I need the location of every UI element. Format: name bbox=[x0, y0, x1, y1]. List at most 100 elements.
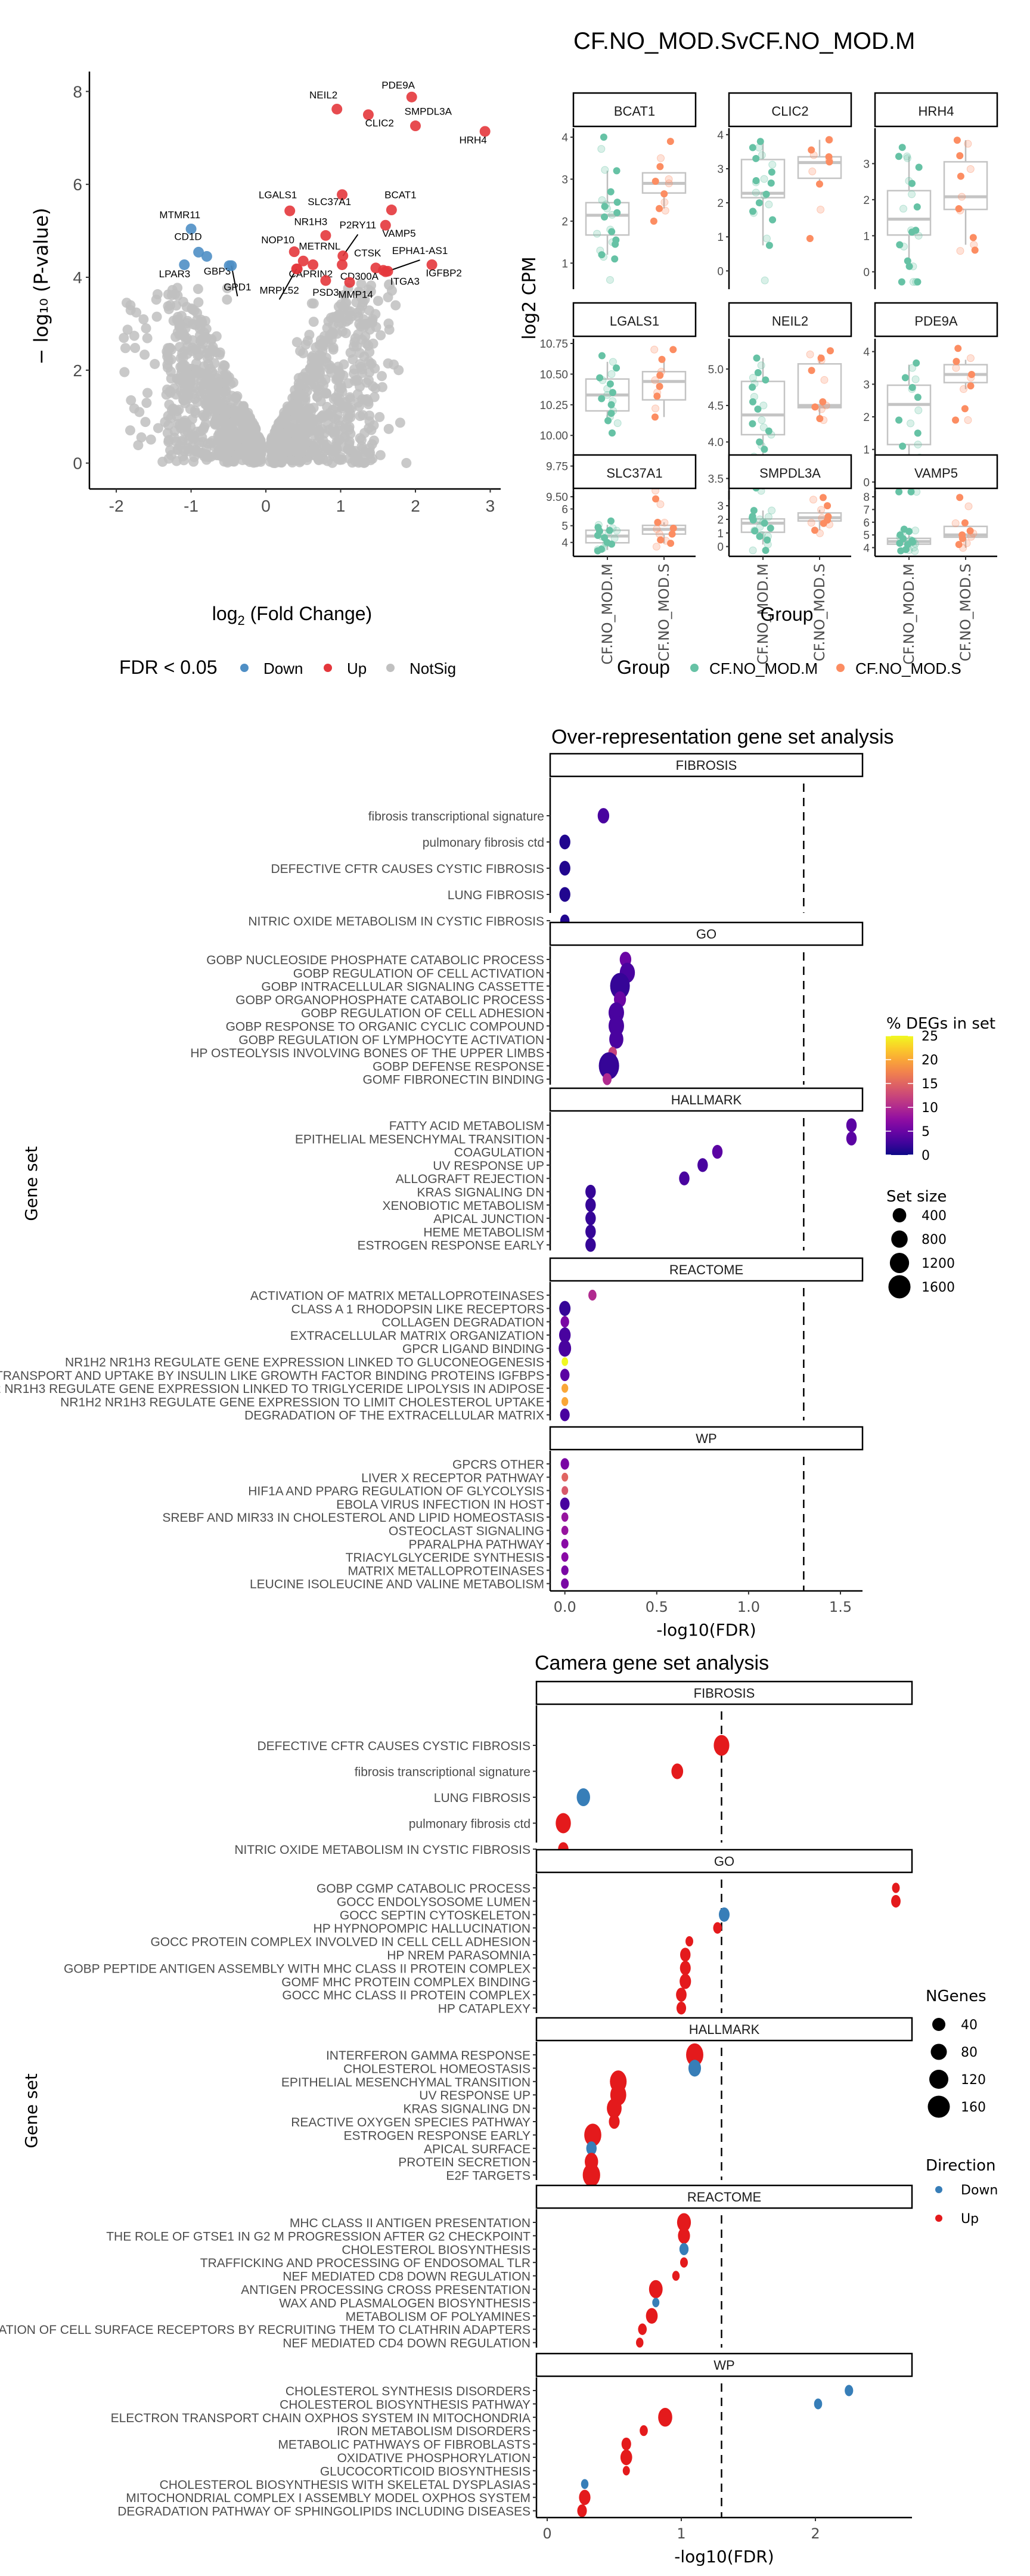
facet-strip-label: HALLMARK bbox=[689, 2022, 760, 2037]
data-point bbox=[961, 519, 969, 527]
data-point bbox=[901, 374, 909, 382]
data-point bbox=[607, 188, 615, 196]
gene-set-label: CHOLESTEROL BIOSYNTHESIS bbox=[342, 2243, 530, 2257]
data-point bbox=[967, 532, 975, 541]
data-point bbox=[601, 213, 609, 221]
data-point-notsig bbox=[185, 378, 196, 389]
data-point-notsig bbox=[193, 284, 203, 295]
data-point bbox=[817, 354, 825, 362]
data-point bbox=[585, 1238, 596, 1252]
data-point bbox=[649, 2280, 663, 2299]
data-point bbox=[609, 2114, 620, 2129]
data-point-notsig bbox=[211, 404, 222, 415]
y-tick-label: 2 bbox=[863, 194, 870, 207]
data-point bbox=[657, 154, 665, 162]
data-point-notsig bbox=[317, 411, 327, 422]
data-point bbox=[654, 518, 662, 526]
data-point bbox=[749, 374, 757, 382]
y-tick-label: 3 bbox=[717, 163, 724, 176]
x-tick-label: 1 bbox=[677, 2525, 685, 2542]
data-point bbox=[651, 376, 659, 385]
data-point bbox=[822, 401, 830, 410]
facet-strip bbox=[874, 92, 998, 128]
x-tick-label: 2 bbox=[811, 2525, 820, 2542]
data-point bbox=[907, 488, 915, 496]
x-tick-label: 1.5 bbox=[829, 1599, 852, 1615]
gene-set-label: UV RESPONSE UP bbox=[419, 2089, 530, 2103]
data-point bbox=[914, 441, 922, 449]
data-point-notsig bbox=[308, 317, 319, 327]
gene-set-label: FATTY ACID METABOLISM bbox=[389, 1119, 544, 1133]
data-point bbox=[560, 1458, 569, 1470]
legend-key bbox=[690, 664, 699, 672]
data-point-notsig bbox=[268, 457, 279, 468]
gene-set-label: pulmonary fibrosis ctd bbox=[423, 836, 544, 850]
data-point-notsig bbox=[212, 439, 222, 450]
gene-set-label: OSTEOCLAST SIGNALING bbox=[389, 1525, 544, 1538]
data-point-notsig bbox=[163, 304, 174, 314]
data-point bbox=[825, 521, 833, 529]
data-point-notsig bbox=[214, 397, 225, 407]
data-point-notsig bbox=[353, 329, 364, 340]
data-point bbox=[820, 519, 827, 527]
data-point-notsig bbox=[235, 429, 246, 439]
data-point bbox=[756, 438, 764, 446]
data-point bbox=[826, 158, 833, 166]
gene-set-label: pulmonary fibrosis ctd bbox=[409, 1818, 530, 1831]
data-point-notsig bbox=[331, 444, 342, 454]
data-point-notsig bbox=[354, 287, 365, 298]
facet-fibrosis: FIBROSIS fibrosis transcriptional signatu… bbox=[248, 753, 864, 928]
data-point bbox=[953, 137, 961, 144]
data-point bbox=[556, 1813, 571, 1834]
data-point-notsig bbox=[188, 456, 199, 467]
data-point bbox=[666, 138, 674, 145]
data-point bbox=[908, 385, 916, 394]
data-point-down bbox=[193, 246, 204, 258]
data-point-up bbox=[380, 219, 391, 231]
data-point bbox=[751, 527, 759, 535]
gene-set-label: METABOLIC PATHWAYS OF FIBROBLASTS bbox=[278, 2438, 530, 2452]
y-tick-label: 3 bbox=[863, 379, 870, 391]
gene-set-label: GOBP REGULATION OF CELL ACTIVATION bbox=[293, 967, 544, 980]
data-point-notsig bbox=[185, 404, 196, 414]
y-tick-label: 3 bbox=[863, 158, 870, 171]
data-point bbox=[672, 2271, 680, 2281]
data-point bbox=[606, 380, 614, 388]
data-point bbox=[754, 405, 762, 413]
gene-label: SLC37A1 bbox=[308, 196, 351, 208]
data-point bbox=[966, 527, 974, 535]
facet-strip-label: REACTOME bbox=[687, 2190, 761, 2205]
size-legend-label: 800 bbox=[922, 1233, 947, 1247]
y-tick-label: 7 bbox=[863, 504, 870, 516]
data-point bbox=[966, 354, 975, 363]
size-legend-key bbox=[929, 2070, 948, 2089]
data-point bbox=[640, 2425, 648, 2436]
data-point-notsig bbox=[370, 309, 381, 320]
data-point bbox=[560, 1408, 570, 1422]
data-point bbox=[559, 1301, 571, 1316]
data-point bbox=[814, 2398, 823, 2410]
data-point bbox=[764, 513, 772, 521]
data-point-notsig bbox=[333, 382, 344, 393]
data-point bbox=[911, 375, 920, 383]
data-point bbox=[768, 168, 775, 176]
gene-set-label: XENOBIOTIC METABOLISM bbox=[383, 1199, 544, 1213]
data-point-down bbox=[201, 250, 212, 262]
data-point-up bbox=[386, 205, 397, 216]
data-point-notsig bbox=[215, 377, 225, 388]
data-point bbox=[899, 242, 908, 250]
data-point bbox=[613, 167, 621, 175]
data-point bbox=[622, 2466, 630, 2476]
data-point-notsig bbox=[355, 411, 365, 422]
data-point bbox=[608, 540, 616, 548]
data-point-notsig bbox=[352, 341, 362, 352]
size-legend-label: 400 bbox=[922, 1209, 947, 1224]
data-point-notsig bbox=[365, 359, 376, 370]
data-point-notsig bbox=[343, 444, 354, 455]
gene-label: NEIL2 bbox=[309, 89, 337, 101]
data-point bbox=[952, 364, 960, 372]
data-point bbox=[905, 546, 913, 555]
x-tick-label: -2 bbox=[109, 497, 124, 515]
legend-key-notsig bbox=[386, 664, 395, 672]
